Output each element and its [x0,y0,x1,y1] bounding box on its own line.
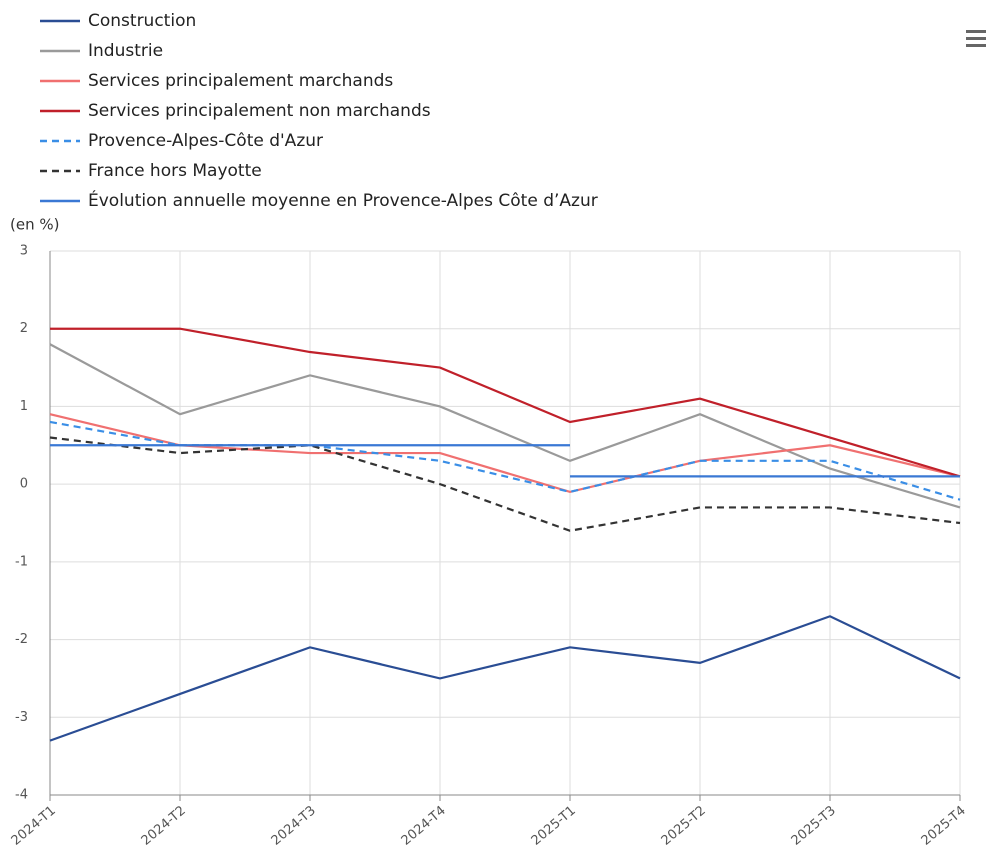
menu-icon[interactable] [966,30,986,47]
y-tick-label: 2 [20,321,28,336]
series-line [49,420,961,501]
series-line [50,327,961,478]
menu-bar[interactable] [966,44,986,47]
series-line [49,343,961,509]
legend-label[interactable]: Industrie [88,41,163,61]
series-line [49,615,961,742]
x-tick-label: 2024-T2 [139,803,189,848]
series-line [49,413,961,494]
x-tick-label: 2025-T4 [919,803,969,848]
legend-label[interactable]: France hors Mayotte [88,161,262,181]
x-tick-label: 2024-T1 [9,803,59,848]
y-tick-label: -2 [15,632,28,647]
y-tick-label: 0 [20,477,28,492]
x-tick-label: 2025-T3 [789,803,839,848]
y-tick-label: -1 [15,554,28,569]
menu-bar[interactable] [966,30,986,33]
y-tick-label: -4 [15,788,28,803]
y-axis-label: (en %) [10,216,59,234]
legend-label[interactable]: Provence-Alpes-Côte d'Azur [88,131,323,151]
x-tick-label: 2025-T2 [659,803,709,848]
x-tick-label: 2024-T4 [399,803,449,848]
x-tick-label: 2024-T3 [269,803,319,848]
legend-label[interactable]: Évolution annuelle moyenne en Provence-A… [88,189,598,211]
menu-bar[interactable] [966,37,986,40]
y-tick-label: 3 [20,244,28,259]
legend-label[interactable]: Construction [88,11,196,31]
legend-label[interactable]: Services principalement non marchands [88,101,431,121]
y-tick-label: -3 [15,710,28,725]
y-tick-label: 1 [20,399,28,414]
legend-label[interactable]: Services principalement marchands [88,71,393,91]
x-tick-label: 2025-T1 [529,803,579,848]
